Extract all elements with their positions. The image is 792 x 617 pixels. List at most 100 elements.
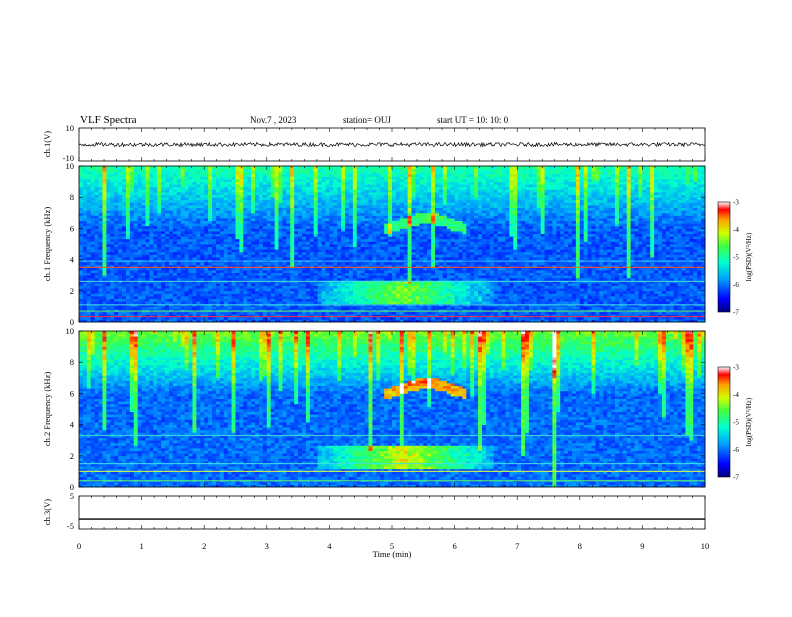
spectrogram-cell (138, 179, 142, 182)
spectrogram-cell (114, 213, 118, 216)
spectrogram-cell (99, 249, 103, 252)
spectrogram-cell (169, 166, 173, 169)
spectrogram-cell (208, 296, 212, 299)
spectrogram-cell (189, 278, 193, 281)
spectrogram-cell (232, 189, 236, 192)
spectrogram-cell (216, 244, 220, 247)
spectrogram-cell (372, 288, 376, 291)
spectrogram-cell (91, 273, 95, 276)
spectrogram-cell (153, 208, 157, 211)
spectrogram-cell (376, 182, 380, 185)
spectrogram-cell (146, 171, 150, 174)
spectrogram-cell (318, 176, 322, 179)
spectrogram-cell (361, 195, 365, 198)
spectrogram-cell (173, 234, 177, 237)
spectrogram-cell (325, 262, 329, 265)
spectrogram-cell (161, 171, 165, 174)
spectrogram-cell (134, 317, 138, 320)
spectrogram-cell (384, 228, 388, 231)
spectrogram-cell (236, 278, 240, 281)
spectrogram-cell (212, 262, 216, 265)
spectrogram-cell (126, 171, 130, 174)
spectrogram-cell (126, 249, 130, 252)
spectrogram-cell (236, 312, 240, 315)
spectrogram-cell (333, 257, 337, 260)
spectrogram-cell (208, 234, 212, 237)
spectrogram-cell (157, 179, 161, 182)
spectrogram-cell (282, 286, 286, 289)
spectrogram-cell (286, 187, 290, 190)
spectrogram-cell (126, 236, 130, 239)
spectrogram-cell (384, 247, 388, 250)
spectrogram-cell (263, 293, 267, 296)
spectrogram-cell (361, 192, 365, 195)
spectrogram-cell (349, 205, 353, 208)
spectrogram-cell (329, 174, 333, 177)
spectrogram-cell (243, 247, 247, 250)
spectrogram-cell (282, 182, 286, 185)
spectrogram-cell (271, 218, 275, 221)
spectrogram-cell (122, 228, 126, 231)
spectrogram-cell (388, 291, 392, 294)
spectrogram-cell (294, 213, 298, 216)
spectrogram-cell (149, 252, 153, 255)
spectrogram-cell (173, 241, 177, 244)
spectrogram-cell (161, 213, 165, 216)
spectrogram-cell (325, 270, 329, 273)
spectrogram-cell (161, 174, 165, 177)
spectrogram-cell (169, 306, 173, 309)
spectrogram-cell (267, 197, 271, 200)
spectrogram-cell (236, 254, 240, 257)
spectrogram-cell (110, 296, 114, 299)
spectrogram-cell (122, 312, 126, 315)
spectrogram-cell (357, 257, 361, 260)
spectrogram-cell (99, 291, 103, 294)
spectrogram-cell (337, 293, 341, 296)
spectrogram-cell (153, 291, 157, 294)
spectrogram-cell (325, 241, 329, 244)
spectrogram-cell (142, 169, 146, 172)
spectrogram-cell (255, 195, 259, 198)
spectrogram-cell (79, 184, 83, 187)
spectrogram-cell (126, 293, 130, 296)
spectrogram-cell (165, 195, 169, 198)
spectrogram-cell (208, 247, 212, 250)
spectrogram-cell (220, 299, 224, 302)
spectrogram-cell (161, 239, 165, 242)
spectrogram-cell (255, 249, 259, 252)
spectrogram-cell (251, 192, 255, 195)
spectrogram-cell (361, 200, 365, 203)
spectrogram-cell (153, 195, 157, 198)
spectrogram-cell (149, 312, 153, 315)
spectrogram-cell (302, 273, 306, 276)
spectrogram-cell (396, 283, 400, 286)
spectrogram-cell (220, 296, 224, 299)
spectrogram-cell (255, 257, 259, 260)
spectrogram-cell (236, 176, 240, 179)
spectrogram-cell (106, 312, 110, 315)
spectrogram-cell (91, 241, 95, 244)
spectrogram-cell (341, 278, 345, 281)
spectrogram-cell (177, 270, 181, 273)
spectrogram-cell (91, 244, 95, 247)
spectrogram-cell (392, 182, 396, 185)
spectrogram-cell (224, 221, 228, 224)
spectrogram-cell (247, 223, 251, 226)
spectrogram-cell (325, 252, 329, 255)
spectrogram-cell (142, 257, 146, 260)
spectrogram-cell (220, 317, 224, 320)
spectrogram-cell (361, 221, 365, 224)
spectrogram-cell (349, 273, 353, 276)
spectrogram-cell (212, 179, 216, 182)
spectrogram-cell (110, 317, 114, 320)
spectrogram-cell (267, 275, 271, 278)
spectrogram-cell (146, 244, 150, 247)
spectrogram-cell (286, 197, 290, 200)
spectrogram-cell (380, 171, 384, 174)
spectrogram-cell (192, 252, 196, 255)
spectrogram-cell (357, 312, 361, 315)
spectrogram-cell (345, 176, 349, 179)
spectrogram-cell (286, 200, 290, 203)
spectrogram-cell (267, 254, 271, 257)
spectrogram-cell (396, 273, 400, 276)
